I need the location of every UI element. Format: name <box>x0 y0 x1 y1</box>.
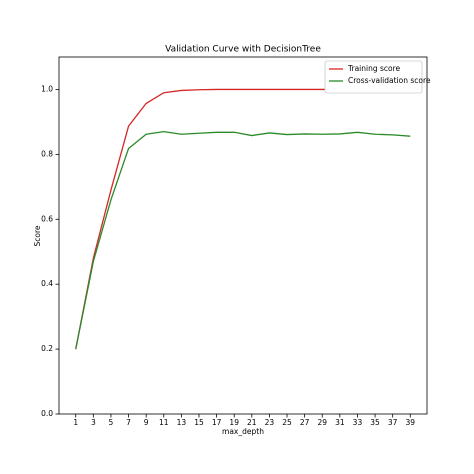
x-tick-label: 11 <box>159 418 169 427</box>
x-tick-label: 29 <box>317 418 327 427</box>
y-tick-label: 0.2 <box>41 344 53 353</box>
y-tick-label: 1.0 <box>41 84 53 93</box>
y-tick-label: 0.4 <box>41 279 53 288</box>
y-tick-label: 0.0 <box>41 409 53 418</box>
x-tick-label: 15 <box>194 418 204 427</box>
x-tick-label: 9 <box>144 418 149 427</box>
x-tick-label: 27 <box>300 418 310 427</box>
x-tick-label: 37 <box>388 418 398 427</box>
x-tick-label: 39 <box>405 418 415 427</box>
x-tick-label: 19 <box>229 418 239 427</box>
y-tick-label: 0.6 <box>41 214 53 223</box>
x-tick-label: 7 <box>126 418 131 427</box>
x-tick-label: 25 <box>282 418 292 427</box>
x-tick-label: 23 <box>265 418 275 427</box>
chart-title: Validation Curve with DecisionTree <box>165 45 321 55</box>
x-tick-label: 21 <box>247 418 257 427</box>
legend-label: Training score <box>347 64 401 73</box>
x-tick-label: 35 <box>370 418 380 427</box>
legend-label: Cross-validation score <box>348 76 431 85</box>
y-tick-label: 0.8 <box>41 149 53 158</box>
x-tick-label: 17 <box>212 418 222 427</box>
line-series <box>75 130 411 350</box>
x-axis-label: max_depth <box>222 427 264 436</box>
x-tick-label: 13 <box>177 418 187 427</box>
legend-box <box>324 60 423 94</box>
x-tick-label: 1 <box>73 418 78 427</box>
x-tick-label: 3 <box>91 418 96 427</box>
x-tick-label: 5 <box>109 418 114 427</box>
plot-frame <box>58 56 428 415</box>
x-tick-label: 33 <box>353 418 363 427</box>
x-tick-label: 31 <box>335 418 345 427</box>
y-axis-label: Score <box>33 225 42 246</box>
